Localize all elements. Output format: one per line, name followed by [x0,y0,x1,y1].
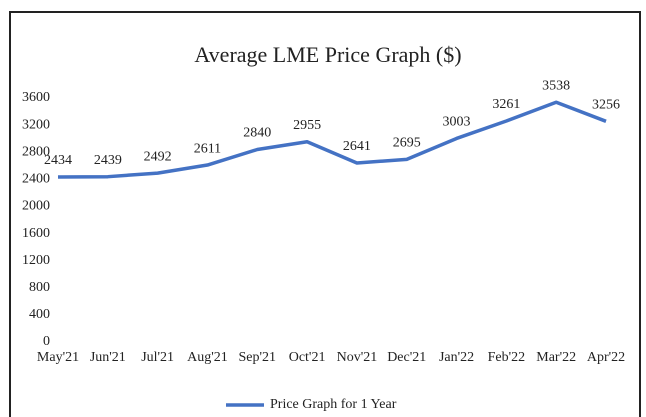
x-tick-label: Dec'21 [387,350,426,365]
data-label: 2840 [243,126,271,141]
x-tick-label: Aug'21 [187,350,228,365]
x-tick-label: Jul'21 [141,350,174,365]
data-label: 2955 [293,118,321,133]
x-tick-label: Feb'22 [488,350,526,365]
chart-frame [9,11,641,417]
x-tick-label: Jun'21 [90,350,126,365]
y-tick-label: 2400 [22,172,50,187]
x-tick-label: Apr'22 [587,350,625,365]
data-label: 3256 [592,98,620,113]
y-tick-label: 400 [29,307,50,322]
y-tick-label: 800 [29,280,50,295]
y-tick-label: 1200 [22,253,50,268]
x-tick-label: Nov'21 [337,350,378,365]
data-label: 2611 [194,141,221,156]
y-tick-label: 2000 [22,199,50,214]
x-tick-label: Mar'22 [536,350,576,365]
y-tick-label: 3600 [22,90,50,105]
x-tick-label: May'21 [37,350,79,365]
x-tick-label: Jan'22 [439,350,474,365]
data-label: 2492 [144,149,172,164]
data-label: 2695 [393,136,421,151]
y-tick-label: 1600 [22,226,50,241]
legend-label: Price Graph for 1 Year [270,397,397,412]
y-tick-label: 3200 [22,117,50,132]
line-series [57,100,607,179]
x-tick-label: Sep'21 [239,350,277,365]
x-tick-label: Oct'21 [289,350,326,365]
y-tick-label: 2800 [22,144,50,159]
data-label: 2434 [44,153,72,168]
data-label: 3538 [542,78,570,93]
data-label: 3003 [443,115,471,130]
data-label: 2641 [343,139,371,154]
data-label: 2439 [94,153,122,168]
y-tick-label: 0 [43,334,50,349]
chart-title: Average LME Price Graph ($) [194,42,461,67]
data-label: 3261 [492,97,520,112]
